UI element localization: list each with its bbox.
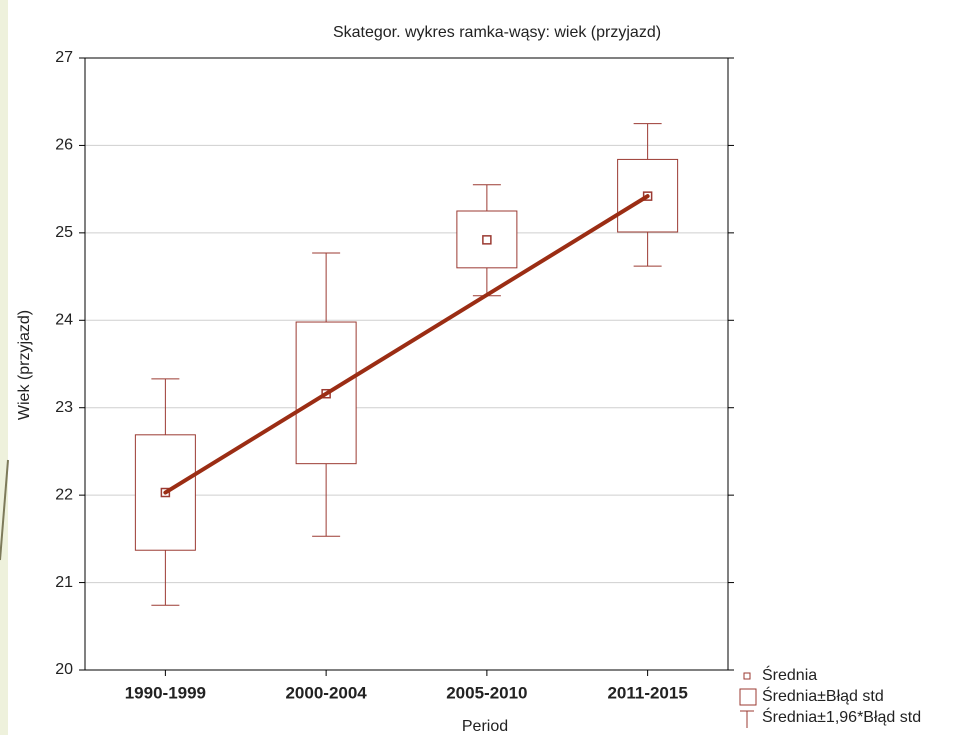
legend-symbol xyxy=(740,710,754,728)
chart-title: Skategor. wykres ramka-wąsy: wiek (przyj… xyxy=(333,24,661,41)
y-tick-label: 23 xyxy=(55,399,73,416)
trend-line xyxy=(163,194,650,495)
x-tick-label: 2000-2004 xyxy=(285,683,367,702)
x-tick-label: 1990-1999 xyxy=(125,683,206,702)
y-tick-label: 20 xyxy=(55,661,73,678)
legend-label: Średnia±Błąd std xyxy=(762,686,884,705)
plot-frame xyxy=(84,57,729,671)
y-tick-label: 25 xyxy=(55,224,73,241)
box xyxy=(134,434,196,551)
y-axis-label: Wiek (przyjazd) xyxy=(16,310,33,420)
legend-label: Średnia±1,96*Błąd std xyxy=(762,707,921,726)
y-tick-label: 22 xyxy=(55,486,73,503)
x-axis-label: Period xyxy=(462,718,508,735)
mean-marker xyxy=(482,235,492,245)
legend-symbol xyxy=(739,688,757,706)
y-tick-label: 24 xyxy=(55,312,73,329)
y-tick-label: 27 xyxy=(55,49,73,66)
legend-symbol xyxy=(743,672,751,680)
decor-line xyxy=(0,459,9,561)
y-tick-label: 21 xyxy=(55,574,73,591)
panel xyxy=(8,0,979,735)
x-tick-label: 2011-2015 xyxy=(607,683,687,702)
x-tick-label: 2005-2010 xyxy=(446,683,527,702)
y-tick-label: 26 xyxy=(55,137,73,154)
legend-label: Średnia xyxy=(762,665,817,684)
